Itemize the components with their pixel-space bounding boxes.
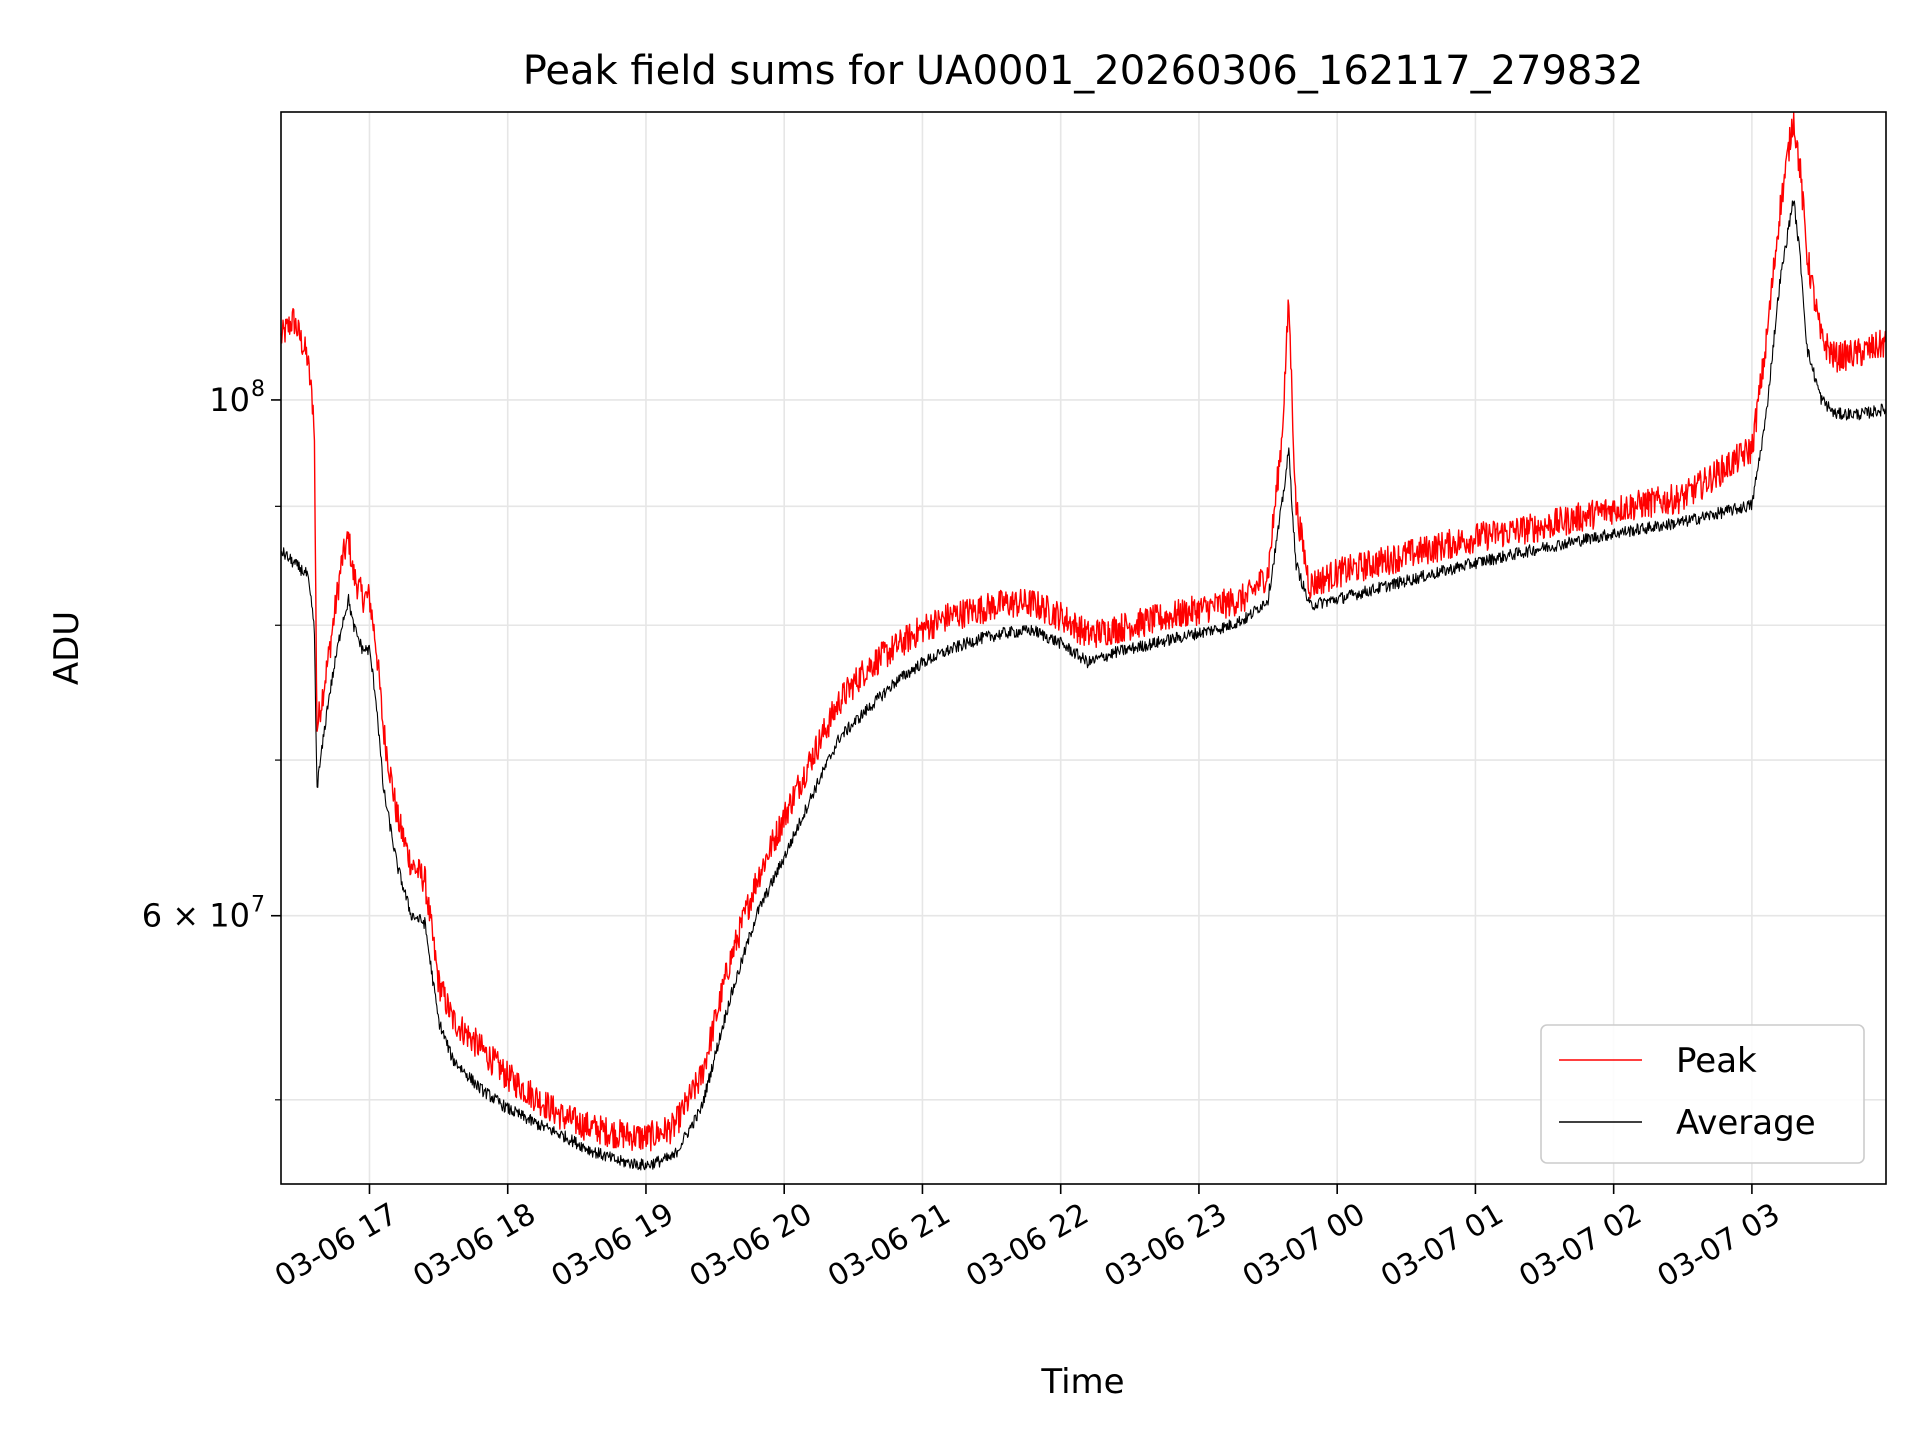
series-layer [280, 112, 1887, 1171]
y-tick-label-base: 6 × 10 [142, 897, 250, 935]
legend: Peak Average [1540, 1024, 1865, 1164]
legend-average-label: Average [1676, 1103, 1816, 1143]
axes-frame [280, 111, 1887, 1185]
peak-series-line [280, 112, 1887, 1152]
chart-title: Peak field sums for UA0001_20260306_1621… [523, 48, 1644, 94]
grid [281, 112, 1886, 1184]
y-tick-label-exponent: 8 [251, 377, 265, 402]
y-axis-label: ADU [47, 611, 87, 685]
y-tick-label: 6 × 10 7 [142, 893, 265, 935]
y-tick-label-exponent: 7 [251, 893, 265, 918]
y-tick-label-base: 10 [209, 381, 250, 419]
legend-peak-label: Peak [1676, 1041, 1757, 1081]
x-axis-label: Time [1040, 1362, 1124, 1402]
y-tick-label: 10 8 [209, 377, 265, 419]
average-series-line [281, 200, 1887, 1171]
